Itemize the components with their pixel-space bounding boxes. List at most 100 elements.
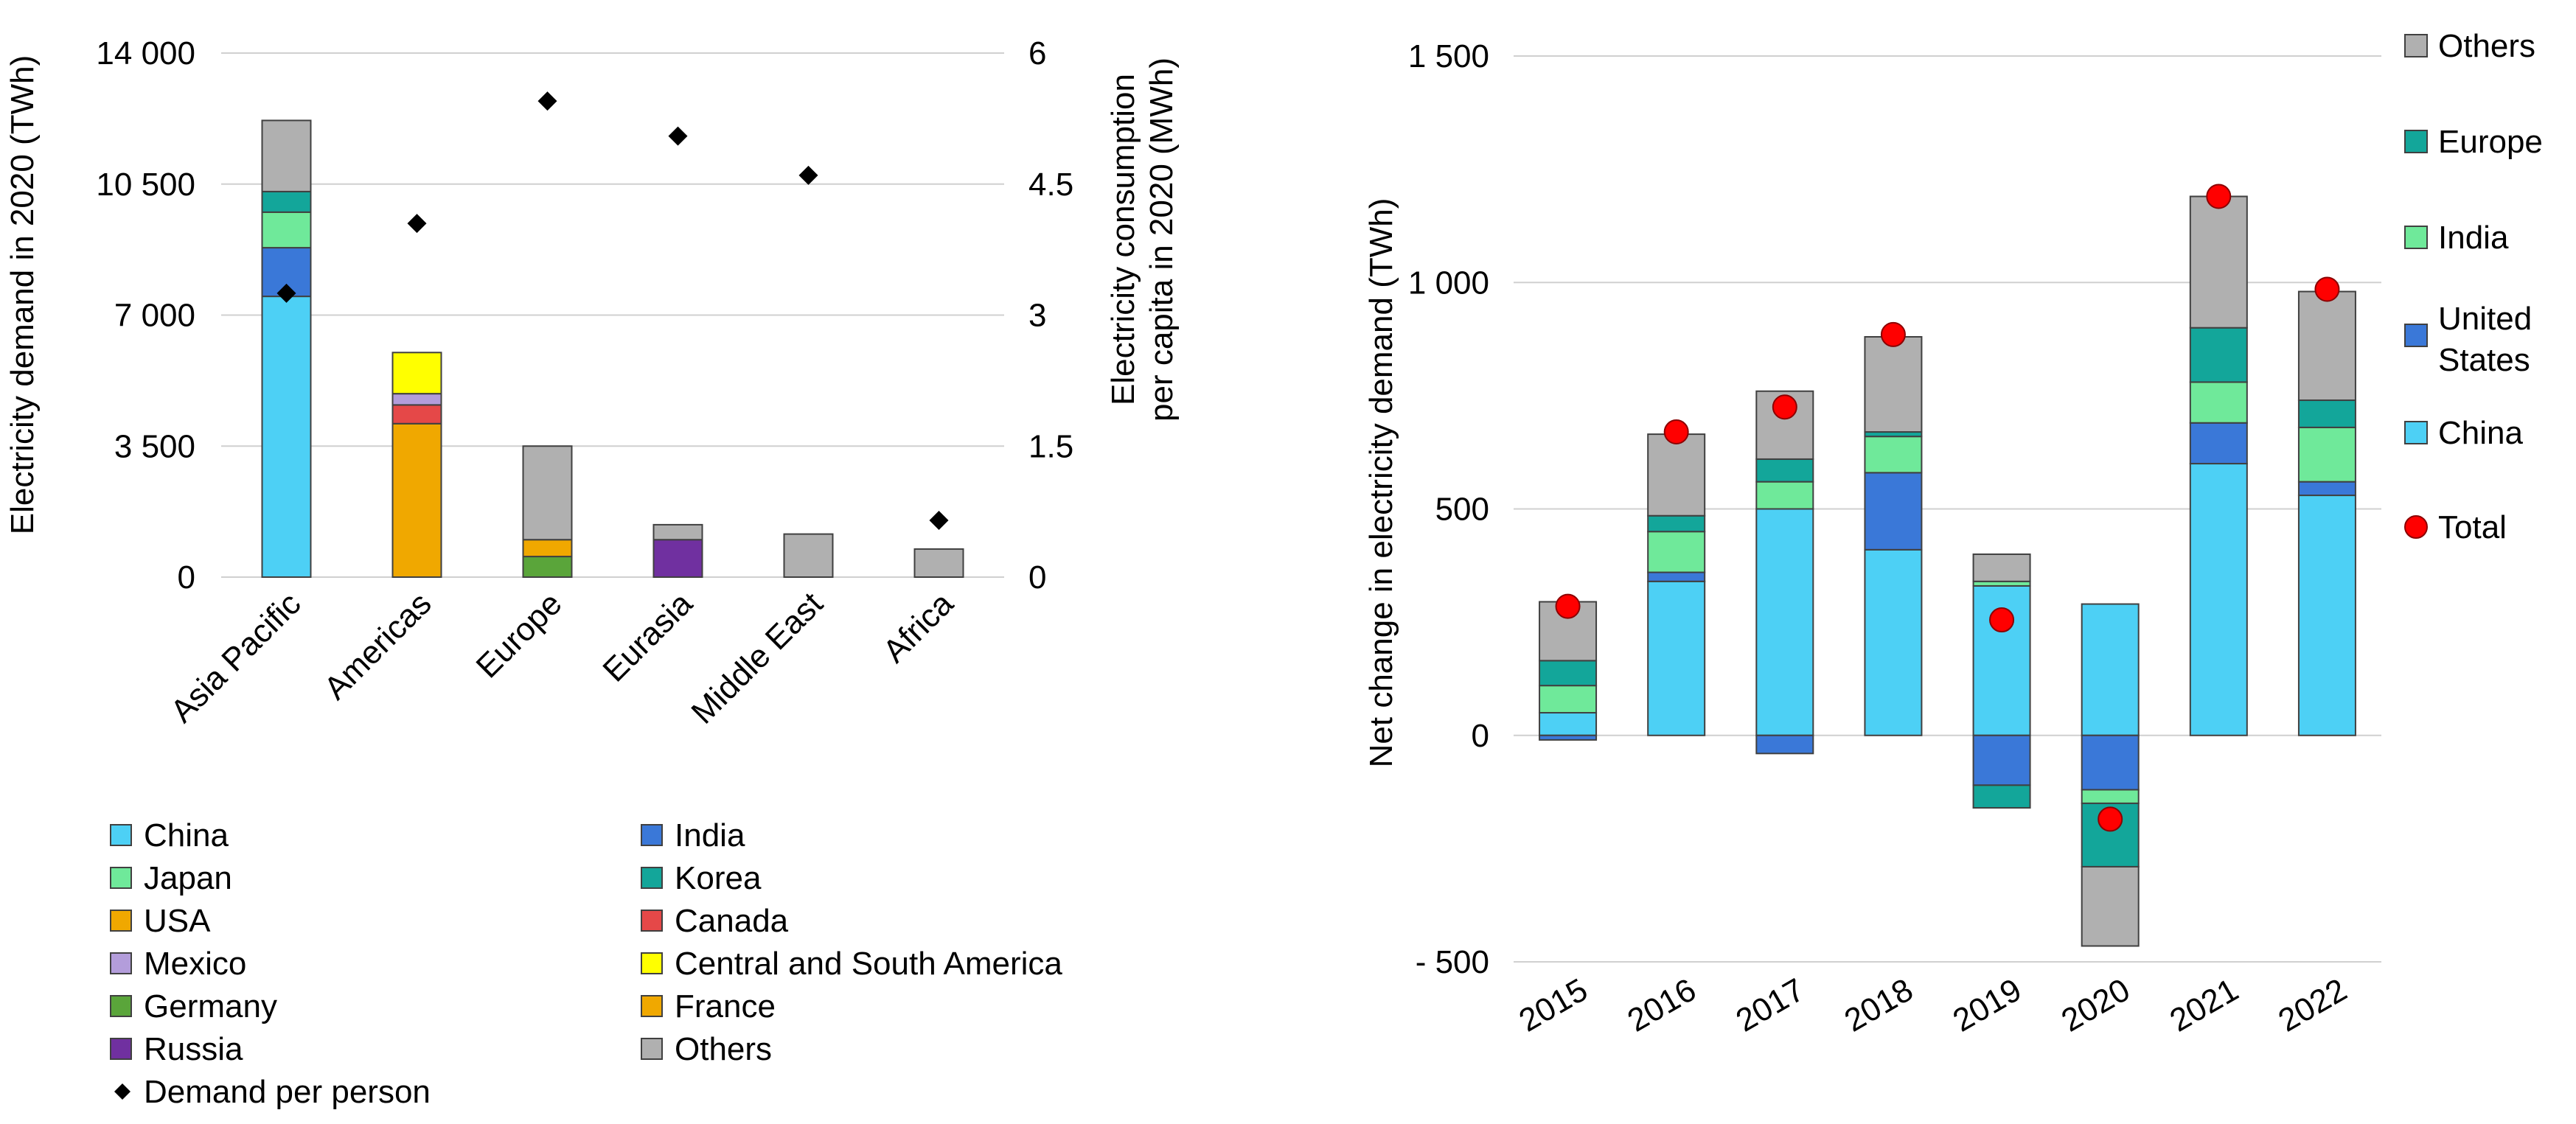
left-y-tick-label: 14 000: [96, 35, 195, 71]
legend-label-central-and-south-america: Central and South America: [675, 946, 1062, 982]
right-x-ticks: 2015 2016 2017 2018 2019 2020 2021 2022: [1513, 971, 2353, 1039]
right-bar-2018-others: [1864, 335, 1923, 433]
legend-swatch-central-and-south-america: [641, 952, 663, 974]
right-bar-2019-others: [1972, 553, 2031, 582]
legend-swatch-others: [2404, 34, 2428, 57]
legend-label-usa: USA: [144, 903, 211, 939]
legend-label-india: India: [675, 817, 745, 854]
right-y-tick-label: 500: [1435, 492, 1489, 528]
legend-label-mexico: Mexico: [144, 946, 246, 982]
left-chart: 0 3 500 7 000 10 500 14 000 0 1.5 3 4.5 6 Asia P…: [4, 35, 1180, 1110]
left-legend: China India Japan Korea USA Canada Mexico Centr…: [110, 817, 1062, 1110]
right-bar-2021-india: [2189, 381, 2248, 424]
left-y2-ticks: 0 1.5 3 4.5 6: [1028, 35, 1073, 596]
left-bar-americas-canada: [391, 404, 442, 425]
right-legend-label-europe: Europe: [2438, 124, 2543, 160]
right-x-tick-label: 2022: [2272, 971, 2353, 1039]
right-bar-2020-others: [2081, 865, 2140, 947]
legend-swatch-india: [641, 824, 663, 846]
right-x-tick-label: 2021: [2164, 971, 2244, 1039]
left-y-axis-label: Electricity demand in 2020 (TWh): [4, 55, 41, 534]
right-total-marker-2022: [2314, 276, 2340, 302]
left-demand-marker-eurasia: [668, 126, 688, 146]
right-legend-label-united-states: United: [2438, 301, 2532, 337]
left-gridlines: [221, 52, 1004, 578]
left-y2-axis-label-line1: Electricity consumption: [1105, 74, 1141, 405]
legend-swatch-korea: [641, 867, 663, 889]
left-bar-europe-germany: [522, 556, 573, 579]
right-bar-2017-europe: [1755, 458, 1814, 483]
right-x-tick-label: 2015: [1513, 971, 1593, 1039]
right-bar-2015-united-states: [1539, 734, 1598, 741]
left-x-tick-label: Africa: [876, 585, 961, 670]
legend-label-japan: Japan: [144, 860, 232, 896]
right-bar-2022-europe: [2297, 399, 2356, 428]
legend-swatch-germany: [110, 995, 132, 1017]
left-x-tick-label: Eurasia: [596, 585, 700, 689]
left-bar-middle-east-others: [783, 533, 834, 579]
left-bar-asia-pacific-china: [261, 296, 312, 578]
right-chart: - 500 0 500 1 000 1 500 2015 2016 2017 2018 2019…: [1363, 28, 2543, 1039]
right-bar-2016-others: [1647, 433, 1706, 517]
right-legend-label-india: India: [2438, 220, 2509, 256]
right-total-marker-2017: [1772, 394, 1797, 420]
left-bar-africa-others: [913, 548, 964, 578]
right-x-tick-label: 2017: [1730, 971, 1811, 1039]
right-bar-2015-europe: [1539, 660, 1598, 687]
right-y-tick-label: 0: [1472, 718, 1489, 754]
left-x-tick-label: Middle East: [684, 585, 829, 730]
left-demand-markers: [276, 91, 949, 530]
left-y-ticks: 0 3 500 7 000 10 500 14 000: [96, 35, 195, 596]
right-bar-2019-europe: [1972, 784, 2031, 809]
right-bar-2022-india: [2297, 426, 2356, 483]
left-demand-marker-middle-east: [798, 165, 818, 185]
right-bars: [1539, 195, 2356, 947]
legend-label-korea: Korea: [675, 860, 762, 896]
right-legend-label-china: China: [2438, 415, 2523, 451]
right-x-tick-label: 2020: [2055, 971, 2136, 1039]
right-legend-label-others: Others: [2438, 28, 2535, 64]
right-bar-2016-united-states: [1647, 571, 1706, 582]
left-y-tick-label: 10 500: [96, 167, 195, 203]
right-bar-2015-china: [1539, 712, 1598, 736]
left-demand-marker-asia-pacific: [276, 283, 296, 303]
legend-swatch-canada: [641, 910, 663, 932]
left-y2-tick-label: 4.5: [1028, 167, 1073, 203]
left-bar-eurasia-russia: [652, 539, 703, 579]
legend-swatch-europe: [2404, 130, 2428, 153]
right-total-marker-2015: [1555, 593, 1581, 619]
right-bar-2017-india: [1755, 481, 1814, 510]
right-bar-2021-united-states: [2189, 422, 2248, 465]
right-bar-2021-china: [2189, 463, 2248, 736]
left-demand-marker-africa: [929, 510, 949, 530]
right-y-tick-label: 1 000: [1408, 265, 1489, 301]
right-y-ticks: - 500 0 500 1 000 1 500: [1408, 38, 1489, 980]
right-bar-2018-united-states: [1864, 472, 1923, 551]
legend-label-demand-per-person: Demand per person: [144, 1074, 431, 1110]
right-bar-2020-china: [2081, 603, 2140, 736]
left-bar-europe-others: [522, 445, 573, 541]
right-bar-2017-united-states: [1755, 734, 1814, 755]
right-bar-2015-india: [1539, 685, 1598, 714]
right-total-marker-2019: [1989, 607, 2015, 633]
right-bar-2015-others: [1539, 601, 1598, 662]
left-y2-tick-label: 3: [1028, 298, 1046, 334]
legend-label-germany: Germany: [144, 988, 277, 1024]
right-legend-label-total: Total: [2438, 509, 2507, 545]
left-y-tick-label: 7 000: [114, 298, 195, 334]
left-x-ticks: Asia Pacific Americas Europe EurasiaMiddle …: [164, 585, 961, 731]
right-legend-label-united-states: States: [2438, 342, 2530, 378]
legend-label-china: China: [144, 817, 229, 854]
right-bar-2022-others: [2297, 290, 2356, 402]
left-y2-tick-label: 6: [1028, 35, 1046, 71]
left-bars: [261, 119, 964, 579]
right-bar-2016-europe: [1647, 514, 1706, 533]
legend-swatch-france: [641, 995, 663, 1017]
right-y-tick-label: 1 500: [1408, 38, 1489, 74]
left-demand-marker-americas: [407, 214, 427, 234]
right-bar-2021-europe: [2189, 327, 2248, 383]
legend-label-france: France: [675, 988, 776, 1024]
legend-swatch-total: [2404, 515, 2428, 539]
right-bar-2022-united-states: [2297, 481, 2356, 497]
